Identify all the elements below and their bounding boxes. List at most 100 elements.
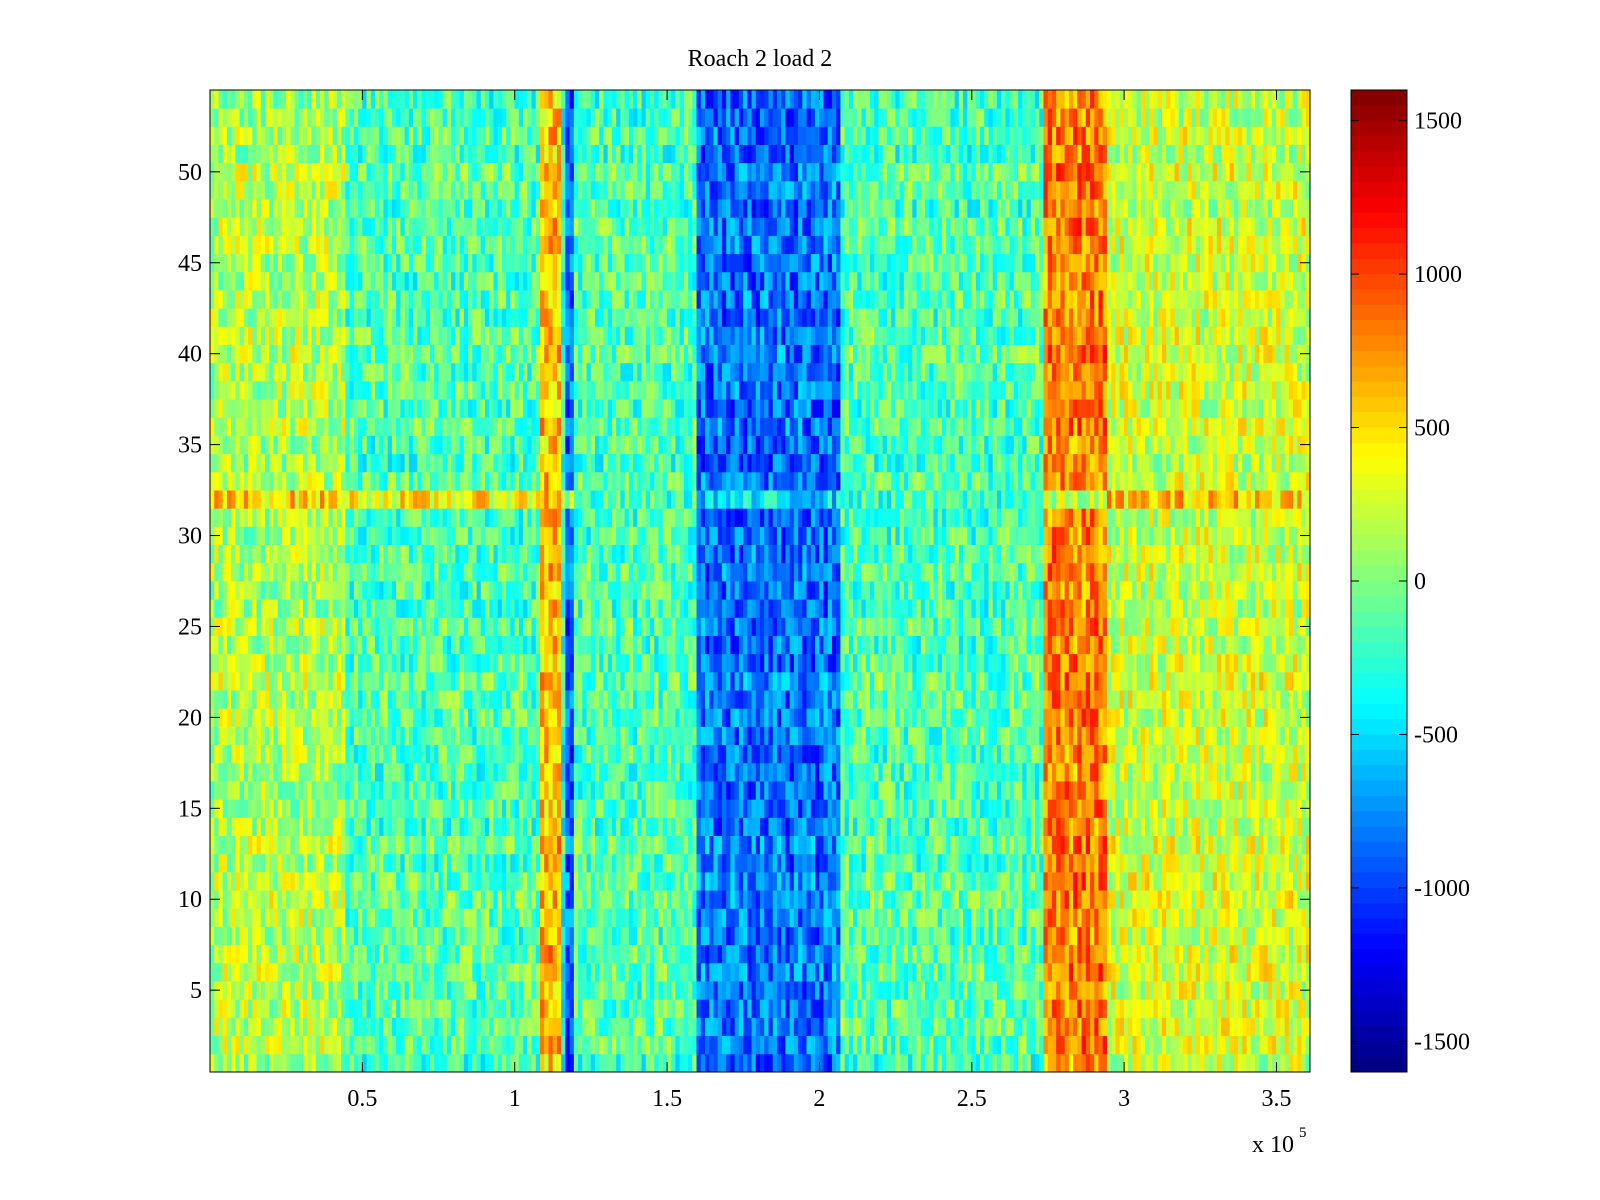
heatmap-cell xyxy=(1301,835,1307,855)
heatmap-cell xyxy=(958,999,964,1018)
heatmap-cell xyxy=(404,708,410,727)
heatmap-cell xyxy=(789,799,795,818)
heatmap-cell xyxy=(218,853,224,873)
heatmap-cell xyxy=(1119,871,1125,891)
heatmap-cell xyxy=(1013,890,1019,909)
heatmap-cell xyxy=(544,908,549,927)
heatmap-cell xyxy=(518,962,524,982)
heatmap-cell xyxy=(912,1053,917,1073)
heatmap-cell xyxy=(531,981,537,1000)
heatmap-cell xyxy=(1073,781,1078,800)
heatmap-cell xyxy=(320,981,325,1000)
heatmap-cell xyxy=(265,781,270,800)
heatmap-cell xyxy=(857,999,862,1018)
heatmap-cell xyxy=(1183,817,1188,836)
heatmap-cell xyxy=(425,890,431,909)
heatmap-cell xyxy=(294,817,300,836)
heatmap-cell xyxy=(836,871,841,891)
heatmap-cell xyxy=(886,1017,892,1037)
heatmap-cell xyxy=(260,726,266,746)
heatmap-cell xyxy=(984,726,989,746)
heatmap-cell xyxy=(1136,1053,1142,1073)
heatmap-cell xyxy=(1263,926,1269,946)
heatmap-cell xyxy=(1077,799,1082,818)
heatmap-cell xyxy=(853,908,858,927)
heatmap-cell xyxy=(281,944,287,964)
heatmap-cell xyxy=(679,999,685,1018)
heatmap-cell xyxy=(336,908,342,927)
heatmap-cell xyxy=(607,999,613,1018)
heatmap-cell xyxy=(785,999,791,1018)
heatmap-cell xyxy=(269,853,274,873)
heatmap-cell xyxy=(383,981,389,1000)
heatmap-cell xyxy=(307,926,312,946)
heatmap-cell xyxy=(463,926,469,946)
heatmap-cell xyxy=(886,1035,892,1055)
heatmap-cell xyxy=(611,962,617,982)
heatmap-cell xyxy=(1145,1017,1150,1037)
heatmap-cell xyxy=(721,1017,727,1037)
heatmap-cell xyxy=(1140,926,1146,946)
heatmap-cell xyxy=(501,853,507,873)
heatmap-cell xyxy=(624,1053,630,1073)
heatmap-cell xyxy=(222,726,228,746)
heatmap-cell xyxy=(620,799,626,818)
heatmap-cell xyxy=(1178,1017,1184,1037)
heatmap-cell xyxy=(214,835,219,855)
heatmap-cell xyxy=(430,817,435,836)
heatmap-cell xyxy=(1255,981,1260,1000)
heatmap-cell xyxy=(1094,781,1099,800)
heatmap-cell xyxy=(569,926,575,946)
heatmap-cell xyxy=(375,835,380,855)
heatmap-cell xyxy=(1018,962,1023,982)
heatmap-cell xyxy=(743,908,748,927)
heatmap-cell xyxy=(633,962,638,982)
heatmap-cell xyxy=(1149,1053,1154,1073)
heatmap-cell xyxy=(650,1053,655,1073)
heatmap-cell xyxy=(755,762,761,782)
heatmap-cell xyxy=(468,944,473,964)
heatmap-cell xyxy=(273,981,279,1000)
heatmap-cell xyxy=(434,944,439,964)
heatmap-cell xyxy=(277,708,283,727)
heatmap-cell xyxy=(595,762,600,782)
heatmap-cell xyxy=(607,853,613,873)
heatmap-cell xyxy=(294,708,300,727)
heatmap-cell xyxy=(286,890,291,909)
heatmap-cell xyxy=(404,726,410,746)
heatmap-cell xyxy=(451,762,456,782)
heatmap-cell xyxy=(920,962,926,982)
heatmap-cell xyxy=(294,981,300,1000)
heatmap-cell xyxy=(556,1017,562,1037)
heatmap-cell xyxy=(688,1035,693,1055)
heatmap-cell xyxy=(751,835,757,855)
heatmap-cell xyxy=(417,944,422,964)
heatmap-cell xyxy=(1246,762,1252,782)
heatmap-cell xyxy=(1170,799,1176,818)
heatmap-cell xyxy=(336,835,342,855)
heatmap-cell xyxy=(611,999,617,1018)
heatmap-cell xyxy=(315,871,321,891)
heatmap-cell xyxy=(1166,871,1171,891)
heatmap-cell xyxy=(561,853,566,873)
heatmap-cell xyxy=(446,726,452,746)
heatmap-cell xyxy=(510,890,516,909)
heatmap-cell xyxy=(243,999,249,1018)
heatmap-cell xyxy=(815,1017,820,1037)
heatmap-cell xyxy=(252,908,257,927)
heatmap-cell xyxy=(1111,799,1116,818)
heatmap-cell xyxy=(1123,726,1129,746)
heatmap-cell xyxy=(239,781,245,800)
heatmap-cell xyxy=(933,1053,939,1073)
heatmap-cell xyxy=(1288,817,1294,836)
heatmap-cell xyxy=(958,871,964,891)
heatmap-cell xyxy=(950,817,956,836)
heatmap-cell xyxy=(793,926,799,946)
heatmap-cell xyxy=(662,781,668,800)
heatmap-cell xyxy=(1102,799,1108,818)
heatmap-cell xyxy=(1128,1035,1133,1055)
heatmap-cell xyxy=(721,1053,727,1073)
heatmap-cell xyxy=(421,926,427,946)
heatmap-cell xyxy=(408,981,414,1000)
heatmap-cell xyxy=(599,835,604,855)
